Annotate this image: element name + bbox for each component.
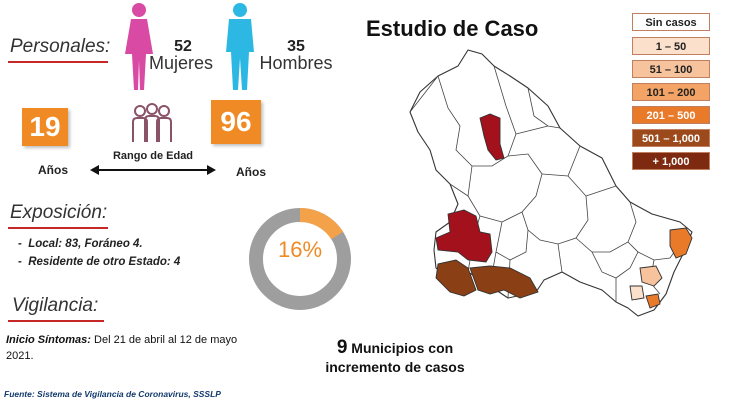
municipality-north-highlight: [479, 113, 505, 161]
mujeres-count: 52: [174, 38, 192, 55]
summary-line1: Municipios con: [351, 340, 454, 356]
hombres-label: Hombres: [259, 53, 333, 73]
legend-item: 201 – 500: [632, 106, 710, 124]
people-group-icon: [132, 103, 172, 142]
exposicion-title: Exposición:: [10, 202, 108, 223]
border-line: [527, 87, 561, 129]
age-max-unit: Años: [236, 165, 266, 179]
age-min-unit: Años: [38, 163, 68, 177]
age-range-arrow: [90, 165, 216, 175]
legend-item: 51 – 100: [632, 60, 710, 78]
vigilancia-inicio: Inicio Síntomas: Del 21 de abril al 12 d…: [6, 332, 246, 364]
percentage-donut: [249, 208, 351, 310]
legend-item: + 1,000: [632, 152, 710, 170]
vigilancia-title: Vigilancia:: [12, 295, 99, 316]
border-line: [575, 201, 637, 253]
municipality-huasteca-light: [639, 265, 663, 287]
age-range-label: Rango de Edad: [112, 150, 194, 162]
personales-underline: [8, 61, 108, 63]
border-line: [449, 183, 469, 197]
municipality-center-highlight: [435, 209, 493, 263]
personales-label: Personales:: [10, 36, 111, 57]
border-line: [591, 241, 639, 279]
border-line: [567, 145, 581, 177]
male-icon: [226, 3, 254, 90]
hombres-count: 35: [287, 38, 305, 55]
source-footer: Fuente: Sistema de Vigilancia de Coronav…: [4, 389, 221, 399]
legend-item: 101 – 200: [632, 83, 710, 101]
exposicion-underline: [8, 227, 108, 229]
legend-item: Sin casos: [632, 13, 710, 31]
donut-value-arc: [249, 208, 351, 310]
age-min-box: 19: [22, 108, 68, 146]
border-line: [585, 185, 617, 197]
municipality-huasteca-small: [645, 293, 661, 309]
exposicion-item-residente: - Residente de otro Estado: 4: [18, 256, 181, 268]
municipality-south-highlight: [469, 265, 539, 299]
summary-line2: incremento de casos: [325, 359, 465, 375]
vigilancia-inicio-text: Del 21 de abril al 12 de mayo 2021.: [6, 334, 238, 362]
border-line: [437, 65, 517, 167]
vigilancia-underline: [8, 320, 104, 322]
vigilancia-inicio-label: Inicio Síntomas:: [6, 334, 91, 346]
donut-value-label: 16%: [277, 237, 323, 262]
map-summary: 9 Municipios con incremento de casos: [300, 338, 490, 377]
municipality-huasteca-pale: [629, 285, 645, 301]
female-icon: [125, 3, 153, 90]
municipality-map: [409, 49, 693, 317]
border-line: [557, 243, 563, 273]
municipality-southwest-highlight: [435, 259, 477, 297]
border-line: [515, 125, 549, 135]
legend-item: 501 – 1,000: [632, 129, 710, 147]
mujeres-label: Mujeres: [148, 53, 214, 73]
legend-item: 1 – 50: [632, 37, 710, 55]
border-line: [409, 75, 439, 113]
municipality-east-highlight: [669, 227, 693, 259]
summary-number: 9: [336, 337, 348, 358]
age-max-box: 96: [211, 100, 261, 144]
map-title: Estudio de Caso: [366, 16, 539, 41]
exposicion-item-local: - Local: 83, Foráneo 4.: [18, 238, 143, 250]
